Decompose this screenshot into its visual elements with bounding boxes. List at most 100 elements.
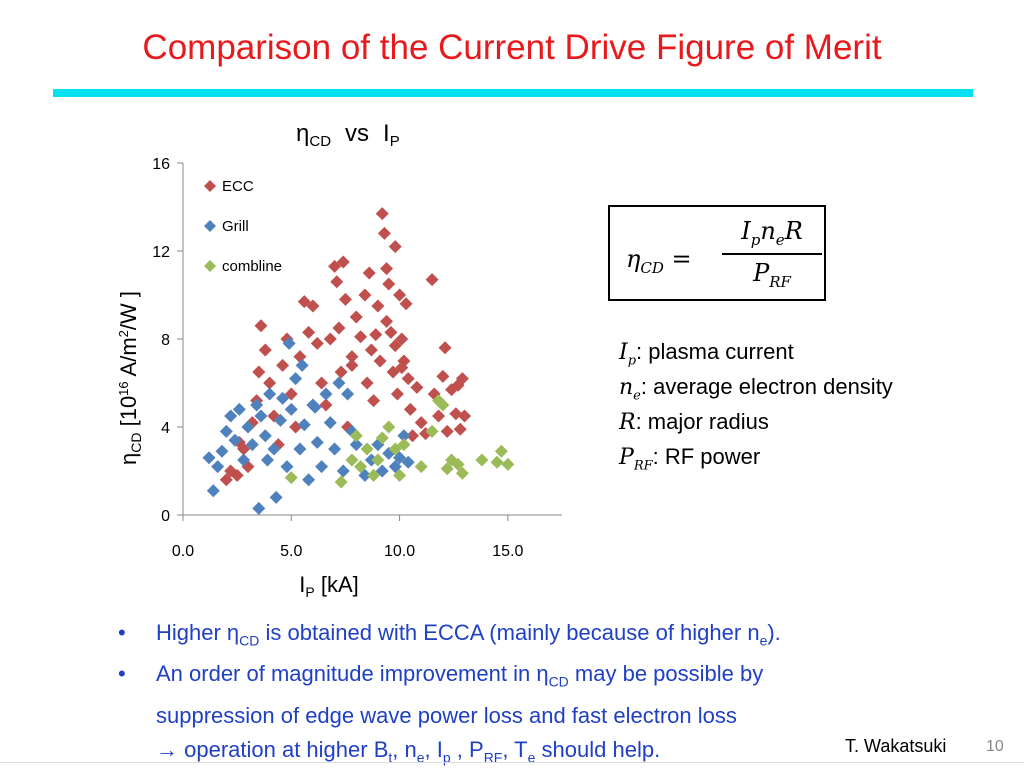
data-point [371, 299, 385, 313]
legend-marker [204, 220, 216, 232]
data-point [280, 460, 294, 474]
bullet-dot: • [118, 620, 126, 645]
data-point [211, 460, 225, 474]
data-point [501, 457, 515, 471]
data-point [455, 372, 469, 386]
data-point [273, 413, 287, 427]
legend-marker [204, 180, 216, 192]
definition-row: PRF: RF power [619, 444, 761, 474]
data-point [302, 325, 316, 339]
x-tick-label: 0.0 [172, 543, 194, 560]
legend-label: ECC [222, 178, 254, 195]
data-point [315, 460, 329, 474]
data-point [358, 288, 372, 302]
formula-fraction: IpneR PRF [722, 217, 822, 291]
data-point [436, 369, 450, 383]
data-point [382, 420, 396, 434]
slide-title: Comparison of the Current Drive Figure o… [142, 28, 882, 67]
series-combline [284, 394, 515, 489]
data-point [375, 464, 389, 478]
data-point [367, 394, 381, 408]
y-axis-label: ηCD [1016 A/m2/W ] [116, 291, 144, 465]
data-point [371, 453, 385, 467]
data-point [455, 466, 469, 480]
data-point [388, 240, 402, 254]
data-point [297, 295, 311, 309]
data-point [206, 484, 220, 498]
data-point [494, 444, 508, 458]
data-point [252, 501, 266, 515]
bullet-dot: • [118, 661, 126, 687]
data-point [336, 464, 350, 478]
data-point [345, 350, 359, 364]
data-point [410, 380, 424, 394]
data-point [297, 418, 311, 432]
data-point [267, 442, 281, 456]
data-point [308, 400, 322, 414]
series-Grill [202, 336, 415, 515]
data-point [328, 442, 342, 456]
data-point [360, 376, 374, 390]
data-point [323, 332, 337, 346]
data-point [397, 429, 411, 443]
data-point [390, 387, 404, 401]
data-point [219, 424, 233, 438]
data-point [334, 365, 348, 379]
data-point [282, 336, 296, 350]
data-point [367, 468, 381, 482]
data-point [319, 398, 333, 412]
y-tick-label: 16 [152, 156, 170, 173]
data-point [269, 490, 283, 504]
data-point [328, 259, 342, 273]
data-point [458, 409, 472, 423]
data-point [230, 468, 244, 482]
data-point [475, 453, 489, 467]
data-point [360, 442, 374, 456]
definition-row: Ip: plasma current [619, 339, 794, 369]
data-point [358, 468, 372, 482]
data-point [377, 226, 391, 240]
data-point [388, 460, 402, 474]
page-number: 10 [986, 738, 1004, 755]
data-point [263, 376, 277, 390]
data-point [425, 424, 439, 438]
data-point [399, 297, 413, 311]
data-point [393, 468, 407, 482]
data-point [323, 416, 337, 430]
y-tick-label: 12 [152, 244, 170, 261]
formula-numerator: IpneR [722, 217, 822, 255]
data-point [380, 314, 394, 328]
data-point [388, 339, 402, 353]
data-point [284, 402, 298, 416]
data-point [276, 358, 290, 372]
y-tick-label: 4 [161, 420, 170, 437]
data-point [293, 350, 307, 364]
data-point [228, 433, 242, 447]
data-point [336, 255, 350, 269]
data-point [302, 473, 316, 487]
data-point [293, 442, 307, 456]
chart-marks [202, 207, 515, 515]
legend-label: combline [222, 258, 282, 275]
data-point [386, 365, 400, 379]
data-point [375, 207, 389, 221]
data-point [252, 365, 266, 379]
data-point [245, 438, 259, 452]
data-point [319, 387, 333, 401]
data-point [393, 288, 407, 302]
x-tick-label: 15.0 [492, 543, 523, 560]
data-point [345, 358, 359, 372]
data-point [330, 275, 344, 289]
data-point [432, 409, 446, 423]
data-point [384, 325, 398, 339]
data-point [202, 451, 216, 465]
definition-row: R: major radius [619, 409, 769, 435]
data-point [260, 453, 274, 467]
data-point [295, 358, 309, 372]
chart-legend: ECC Grill combline [204, 178, 282, 275]
footer-divider [0, 762, 1024, 763]
data-point [254, 319, 268, 333]
data-point [414, 460, 428, 474]
data-point [349, 310, 363, 324]
data-point [237, 453, 251, 467]
